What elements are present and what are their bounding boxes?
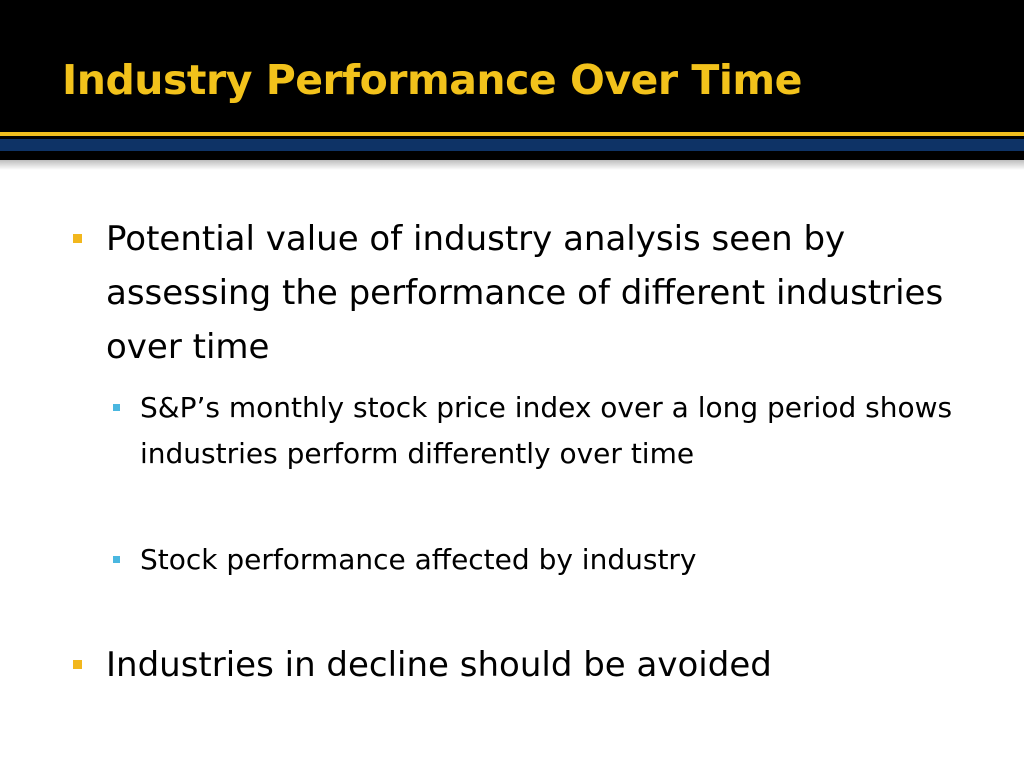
header-stripe-navy — [0, 139, 1024, 151]
header-stripe-black — [0, 136, 1024, 139]
bullet-text: S&P’s monthly stock price index over a l… — [140, 391, 953, 470]
square-bullet-icon — [113, 404, 120, 411]
header-stripe-black-lower — [0, 151, 1024, 160]
bullet-level1: Industries in decline should be avoided — [73, 638, 966, 692]
bullet-text: Potential value of industry analysis see… — [106, 219, 944, 367]
bullet-level2: Stock performance affected by industry — [113, 537, 980, 583]
bullet-level1: Potential value of industry analysis see… — [73, 212, 966, 374]
square-bullet-icon — [73, 234, 82, 243]
bullet-text: Stock performance affected by industry — [140, 543, 697, 576]
title-bar: Industry Performance Over Time — [0, 0, 1024, 132]
bullet-text: Industries in decline should be avoided — [106, 645, 772, 685]
square-bullet-icon — [73, 660, 82, 669]
slide-title: Industry Performance Over Time — [62, 56, 802, 104]
header-shadow — [0, 160, 1024, 170]
bullet-level2: S&P’s monthly stock price index over a l… — [113, 385, 980, 477]
square-bullet-icon — [113, 556, 120, 563]
header-stripe-gold — [0, 132, 1024, 136]
